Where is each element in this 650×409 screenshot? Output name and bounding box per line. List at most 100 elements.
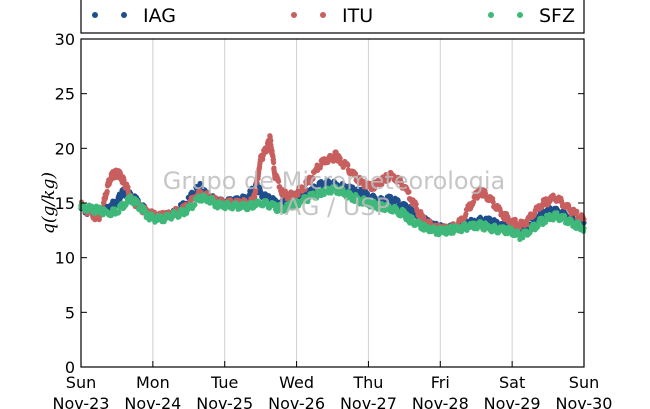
data-point	[486, 215, 493, 221]
data-point	[242, 201, 248, 207]
data-point	[395, 198, 401, 204]
data-point	[283, 207, 289, 214]
data-series	[78, 133, 587, 242]
data-point	[127, 193, 133, 199]
y-tick-label: 10	[55, 249, 75, 268]
data-point	[535, 223, 541, 229]
data-point	[310, 176, 316, 182]
data-point	[387, 193, 394, 200]
plot-background	[81, 39, 584, 367]
data-point	[524, 222, 530, 228]
x-tick-label-day: Tue	[210, 373, 238, 392]
data-point	[463, 211, 469, 217]
series-sfz	[78, 183, 587, 242]
data-point	[125, 184, 131, 190]
data-point	[276, 178, 282, 185]
legend-entry-iag: IAG	[92, 5, 176, 27]
data-point	[349, 184, 356, 190]
data-point	[394, 206, 400, 212]
data-point	[459, 228, 465, 234]
x-tick-label-day: Wed	[279, 373, 314, 392]
y-axis: 0 5 10 15 20 25 30	[55, 30, 584, 377]
watermark-line1: Grupo de Micrometeorologia	[163, 167, 505, 195]
data-point	[104, 188, 110, 195]
data-point	[253, 186, 259, 193]
legend-marker-itu	[320, 12, 326, 18]
legend-label-sfz: SFZ	[539, 5, 575, 27]
data-point	[337, 155, 343, 161]
data-point	[478, 219, 484, 225]
watermark-line2: IAG / USP	[278, 193, 390, 221]
x-tick-label-date: Nov-30	[556, 394, 613, 409]
x-tick-label-date: Nov-28	[412, 394, 469, 409]
data-point	[295, 192, 301, 198]
data-point	[413, 201, 419, 207]
legend-entry-itu: ITU	[291, 5, 373, 27]
x-tick-label-date: Nov-29	[484, 394, 541, 409]
data-point	[379, 200, 385, 207]
legend-marker-sfz	[488, 12, 494, 18]
data-point	[266, 193, 272, 199]
legend-box	[80, 0, 585, 34]
legend: IAG ITU SFZ	[80, 0, 585, 34]
data-point	[116, 209, 122, 215]
data-point	[192, 202, 198, 208]
y-tick-label: 25	[55, 85, 75, 104]
data-point	[270, 159, 277, 166]
data-point	[417, 219, 423, 226]
x-tick-label-day: Sun	[66, 373, 96, 392]
data-point	[406, 189, 412, 195]
data-point	[409, 215, 416, 221]
x-tick-label-date: Nov-25	[196, 394, 253, 409]
plot-area: Grupo de Micrometeorologia IAG / USP	[78, 38, 587, 368]
data-point	[501, 224, 507, 230]
data-point	[345, 162, 351, 168]
legend-marker-iag	[121, 12, 127, 18]
y-tick-label: 5	[65, 303, 75, 322]
data-point	[222, 206, 228, 212]
data-point	[471, 199, 477, 205]
y-tick-label: 0	[65, 358, 75, 377]
y-tick-label: 20	[55, 139, 75, 158]
legend-label-iag: IAG	[143, 5, 176, 27]
legend-marker-iag	[92, 12, 98, 18]
data-point	[135, 199, 141, 205]
legend-label-itu: ITU	[342, 5, 373, 27]
x-tick-label-day: Fri	[431, 373, 450, 392]
data-point	[314, 194, 320, 200]
data-point	[97, 204, 103, 211]
x-tick-label-day: Sun	[569, 373, 599, 392]
y-axis-label: q(g/kg)	[39, 172, 59, 234]
data-point	[573, 225, 579, 232]
data-point	[89, 203, 95, 210]
x-tick-label-day: Sat	[499, 373, 525, 392]
data-point	[302, 186, 308, 192]
y-tick-label: 15	[55, 194, 75, 213]
data-point	[269, 148, 275, 154]
legend-marker-itu	[291, 12, 297, 18]
x-tick-label-date: Nov-24	[124, 394, 181, 409]
data-point	[574, 208, 580, 214]
data-point	[520, 235, 526, 241]
data-point	[550, 217, 556, 223]
x-tick-label-day: Thu	[352, 373, 383, 392]
data-point	[509, 226, 515, 232]
legend-entry-sfz: SFZ	[488, 5, 575, 27]
data-point	[403, 202, 409, 208]
data-point	[360, 178, 366, 184]
data-point	[371, 198, 377, 204]
x-tick-label-date: Nov-26	[268, 394, 325, 409]
data-point	[268, 138, 274, 144]
legend-marker-sfz	[517, 12, 523, 18]
data-point	[357, 186, 363, 192]
y-tick-label: 30	[55, 30, 75, 49]
x-tick-label-date: Nov-23	[53, 394, 110, 409]
x-axis: Sun Nov-23 Mon Nov-24 Tue Nov-25 Wed Nov-26 Thu N…	[53, 361, 613, 409]
x-tick-label-day: Mon	[136, 373, 170, 392]
data-point	[318, 162, 324, 169]
x-tick-label-date: Nov-27	[340, 394, 397, 409]
data-point	[344, 195, 350, 201]
data-point	[291, 202, 297, 209]
watermark: Grupo de Micrometeorologia IAG / USP	[163, 167, 505, 221]
